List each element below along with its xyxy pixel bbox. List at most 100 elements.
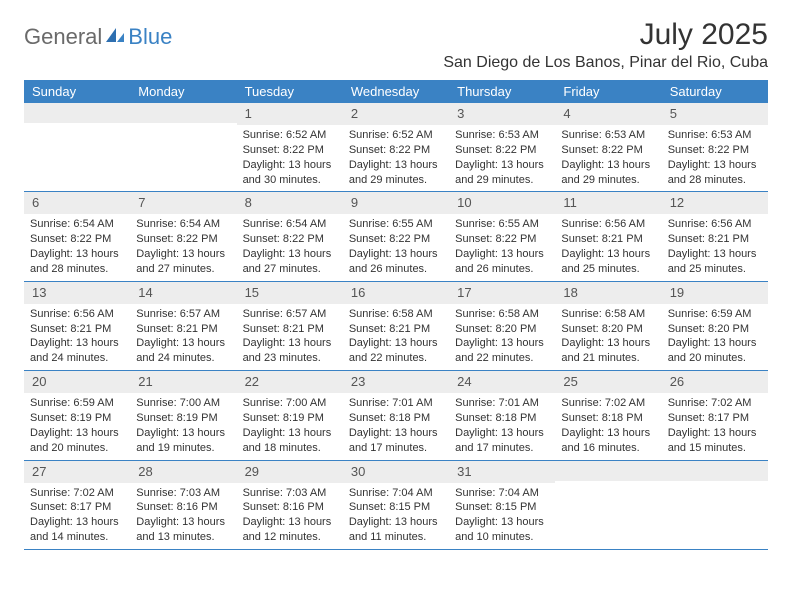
day-cell: 28 Sunrise: 7:03 AMSunset: 8:16 PMDayligh… (130, 461, 236, 549)
day-body: Sunrise: 6:56 AMSunset: 8:21 PMDaylight:… (555, 214, 661, 280)
dayhead-sun: Sunday (24, 80, 130, 103)
day-cell (130, 103, 236, 191)
daynum-row: 18 (555, 282, 661, 304)
daynum-row: 17 (449, 282, 555, 304)
day-body: Sunrise: 7:04 AMSunset: 8:15 PMDaylight:… (449, 483, 555, 549)
day-cell: 31Sunrise: 7:04 AMSunset: 8:15 PMDayligh… (449, 461, 555, 549)
daynum-row: 5 (662, 103, 768, 125)
daylight-line-2: and 29 minutes. (561, 173, 655, 188)
daylight-line-1: Daylight: 13 hours (243, 247, 337, 262)
sunset-text: Sunset: 8:15 PM (455, 500, 549, 515)
day-number: 3 (457, 106, 464, 121)
day-number: 6 (32, 195, 39, 210)
daylight-line-1: Daylight: 13 hours (243, 515, 337, 530)
daylight-line-2: and 28 minutes. (30, 262, 124, 277)
day-cell: 5Sunrise: 6:53 AMSunset: 8:22 PMDaylight… (662, 103, 768, 191)
day-number: 15 (245, 285, 259, 300)
day-cell: 2Sunrise: 6:52 AMSunset: 8:22 PMDaylight… (343, 103, 449, 191)
daynum-row: 20 (24, 371, 130, 393)
sunset-text: Sunset: 8:21 PM (349, 322, 443, 337)
dayhead-thu: Thursday (449, 80, 555, 103)
day-cell: 25Sunrise: 7:02 AMSunset: 8:18 PMDayligh… (555, 371, 661, 459)
title-block: July 2025 San Diego de Los Banos, Pinar … (443, 18, 768, 72)
sunrise-text: Sunrise: 7:04 AM (349, 486, 443, 501)
day-cell: 26Sunrise: 7:02 AMSunset: 8:17 PMDayligh… (662, 371, 768, 459)
sunset-text: Sunset: 8:22 PM (455, 232, 549, 247)
daynum-row (555, 461, 661, 481)
day-cell: 4Sunrise: 6:53 AMSunset: 8:22 PMDaylight… (555, 103, 661, 191)
sunrise-text: Sunrise: 6:59 AM (668, 307, 762, 322)
daylight-line-1: Daylight: 13 hours (455, 515, 549, 530)
day-number: 13 (32, 285, 46, 300)
day-body: Sunrise: 6:58 AMSunset: 8:21 PMDaylight:… (343, 304, 449, 370)
day-cell: 27Sunrise: 7:02 AMSunset: 8:17 PMDayligh… (24, 461, 130, 549)
sunrise-text: Sunrise: 6:53 AM (561, 128, 655, 143)
daynum-row: 19 (662, 282, 768, 304)
sunset-text: Sunset: 8:16 PM (243, 500, 337, 515)
day-body: Sunrise: 6:56 AMSunset: 8:21 PMDaylight:… (24, 304, 130, 370)
day-body: Sunrise: 6:56 AMSunset: 8:21 PMDaylight:… (662, 214, 768, 280)
daylight-line-1: Daylight: 13 hours (668, 158, 762, 173)
sunset-text: Sunset: 8:21 PM (561, 232, 655, 247)
daynum-row: 7 (130, 192, 236, 214)
day-body: Sunrise: 6:59 AMSunset: 8:19 PMDaylight:… (24, 393, 130, 459)
day-body: Sunrise: 6:54 AMSunset: 8:22 PMDaylight:… (237, 214, 343, 280)
sunset-text: Sunset: 8:21 PM (668, 232, 762, 247)
day-cell: 1Sunrise: 6:52 AMSunset: 8:22 PMDaylight… (237, 103, 343, 191)
daylight-line-2: and 17 minutes. (349, 441, 443, 456)
sunset-text: Sunset: 8:21 PM (136, 322, 230, 337)
day-body (662, 481, 768, 488)
daynum-row: 13 (24, 282, 130, 304)
daylight-line-2: and 24 minutes. (30, 351, 124, 366)
daylight-line-1: Daylight: 13 hours (136, 336, 230, 351)
daylight-line-2: and 28 minutes. (668, 173, 762, 188)
dayhead-fri: Friday (555, 80, 661, 103)
day-cell (24, 103, 130, 191)
sunset-text: Sunset: 8:18 PM (561, 411, 655, 426)
sunset-text: Sunset: 8:18 PM (455, 411, 549, 426)
day-number: 11 (563, 195, 577, 210)
day-number: 20 (32, 374, 46, 389)
daylight-line-1: Daylight: 13 hours (349, 247, 443, 262)
day-body: Sunrise: 6:57 AMSunset: 8:21 PMDaylight:… (130, 304, 236, 370)
daylight-line-1: Daylight: 13 hours (243, 426, 337, 441)
day-body: Sunrise: 7:03 AMSunset: 8:16 PMDaylight:… (130, 483, 236, 549)
daylight-line-1: Daylight: 13 hours (668, 426, 762, 441)
day-body: Sunrise: 6:54 AMSunset: 8:22 PMDaylight:… (24, 214, 130, 280)
sunrise-text: Sunrise: 7:01 AM (349, 396, 443, 411)
day-body: Sunrise: 7:02 AMSunset: 8:17 PMDaylight:… (24, 483, 130, 549)
day-number: 12 (670, 195, 684, 210)
daylight-line-1: Daylight: 13 hours (455, 158, 549, 173)
daylight-line-2: and 29 minutes. (455, 173, 549, 188)
week-row: 1Sunrise: 6:52 AMSunset: 8:22 PMDaylight… (24, 103, 768, 192)
sunrise-text: Sunrise: 6:58 AM (455, 307, 549, 322)
day-body: Sunrise: 7:02 AMSunset: 8:18 PMDaylight:… (555, 393, 661, 459)
sunrise-text: Sunrise: 6:55 AM (455, 217, 549, 232)
day-body: Sunrise: 6:53 AMSunset: 8:22 PMDaylight:… (449, 125, 555, 191)
day-number: 5 (670, 106, 677, 121)
sunrise-text: Sunrise: 7:02 AM (668, 396, 762, 411)
sunrise-text: Sunrise: 6:53 AM (668, 128, 762, 143)
week-row: 13 Sunrise: 6:56 AMSunset: 8:21 PMDayligh… (24, 282, 768, 371)
header: General Blue July 2025 San Diego de Los … (24, 18, 768, 72)
daylight-line-1: Daylight: 13 hours (561, 426, 655, 441)
day-cell: 23Sunrise: 7:01 AMSunset: 8:18 PMDayligh… (343, 371, 449, 459)
daylight-line-2: and 18 minutes. (243, 441, 337, 456)
day-cell: 13 Sunrise: 6:56 AMSunset: 8:21 PMDayligh… (24, 282, 130, 370)
day-body: Sunrise: 6:58 AMSunset: 8:20 PMDaylight:… (555, 304, 661, 370)
sunset-text: Sunset: 8:16 PM (136, 500, 230, 515)
daylight-line-2: and 17 minutes. (455, 441, 549, 456)
day-body: Sunrise: 6:52 AMSunset: 8:22 PMDaylight:… (237, 125, 343, 191)
day-number: 16 (351, 285, 365, 300)
daynum-row: 22 (237, 371, 343, 393)
calendar: Sunday Monday Tuesday Wednesday Thursday… (24, 80, 768, 550)
daylight-line-2: and 30 minutes. (243, 173, 337, 188)
day-cell: 16 Sunrise: 6:58 AMSunset: 8:21 PMDayligh… (343, 282, 449, 370)
sunrise-text: Sunrise: 6:59 AM (30, 396, 124, 411)
logo: General Blue (24, 18, 172, 50)
day-number: 24 (457, 374, 471, 389)
sunrise-text: Sunrise: 7:03 AM (136, 486, 230, 501)
day-number: 28 (138, 464, 152, 479)
daylight-line-2: and 16 minutes. (561, 441, 655, 456)
daylight-line-1: Daylight: 13 hours (136, 426, 230, 441)
